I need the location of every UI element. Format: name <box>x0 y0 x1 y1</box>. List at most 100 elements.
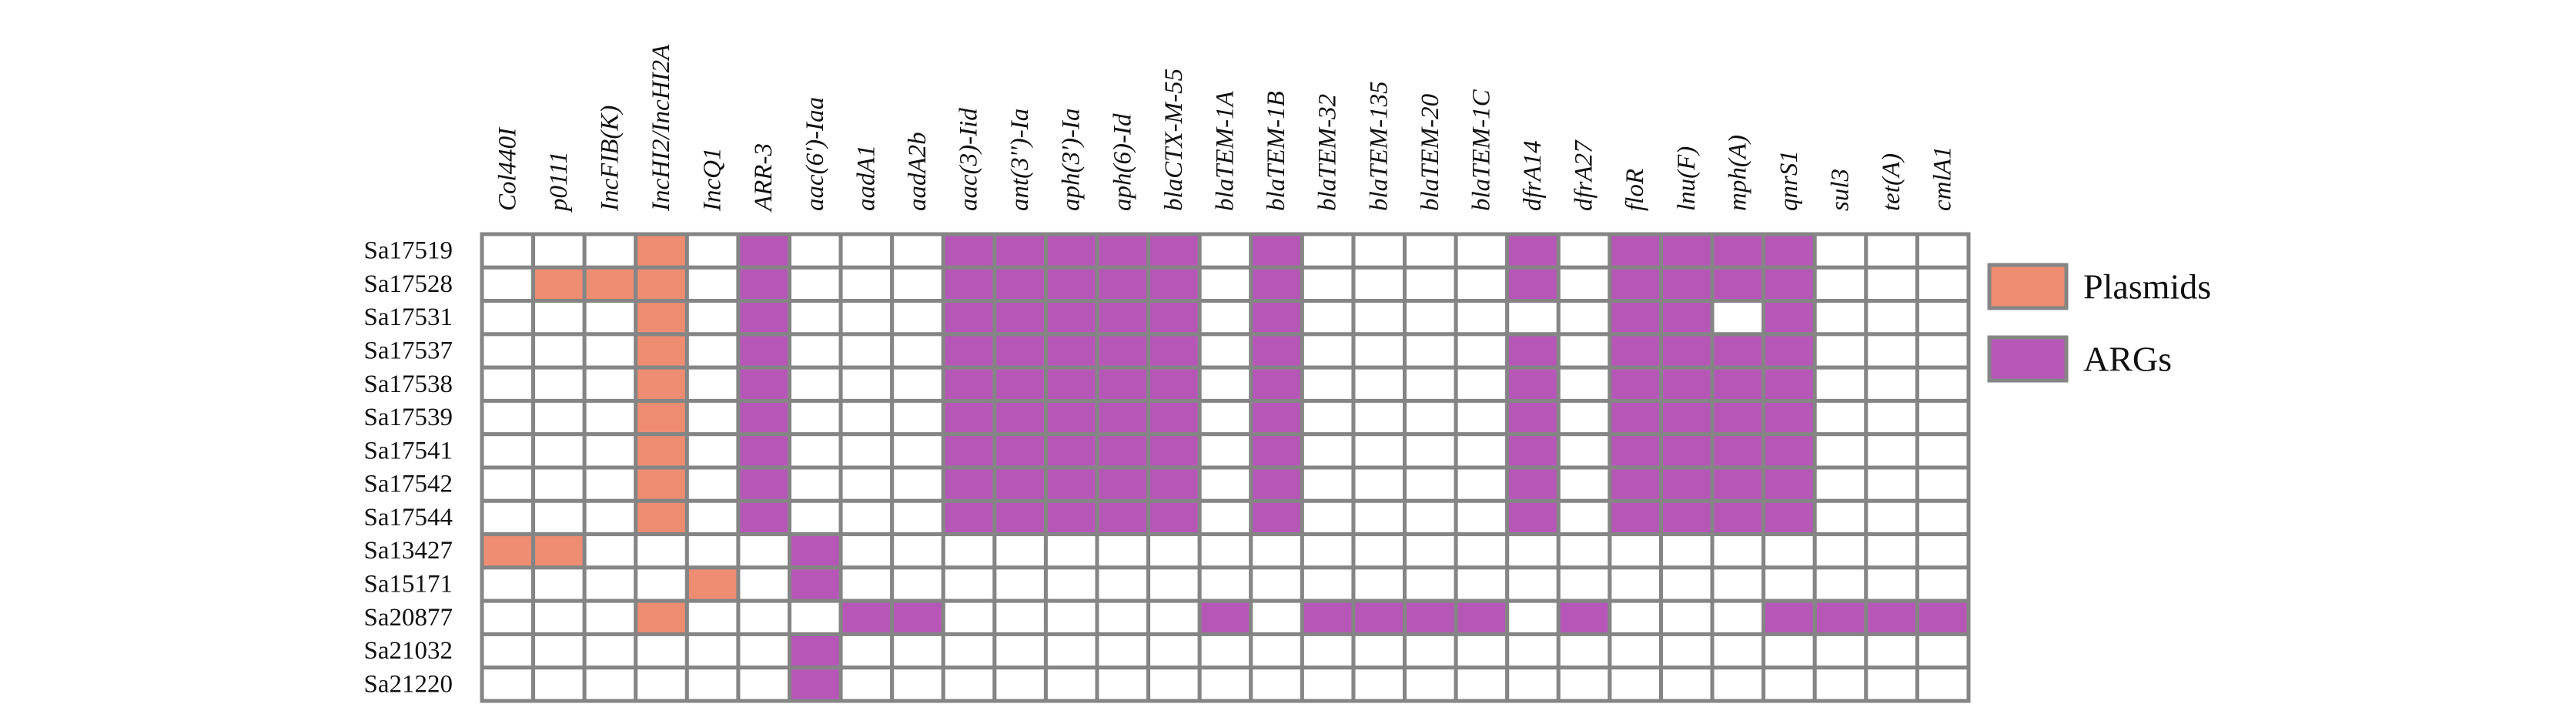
column-label: blaTEM-1A <box>1212 90 1239 211</box>
column-label: aac(3)-Iid <box>955 108 983 211</box>
column-label: blaTEM-135 <box>1365 81 1393 211</box>
heatmap-cell <box>1761 398 1817 437</box>
heatmap-cell <box>1710 265 1766 303</box>
heatmap-cell <box>1454 565 1510 603</box>
heatmap-cell <box>1351 232 1407 270</box>
heatmap-cell <box>941 265 997 303</box>
heatmap-cell <box>1095 299 1151 337</box>
heatmap-cell <box>1761 598 1817 636</box>
heatmap-cell <box>838 465 895 503</box>
row-label: Sa17542 <box>364 471 453 498</box>
heatmap-cell <box>684 598 741 636</box>
column-label: aac(6')-Iaa <box>801 97 829 211</box>
heatmap-cell <box>1454 332 1510 370</box>
heatmap-cell <box>1761 565 1817 603</box>
heatmap-cell <box>1761 498 1817 537</box>
heatmap-cell <box>1607 632 1663 670</box>
heatmap-cell <box>992 299 1048 337</box>
heatmap-cell <box>1915 232 1971 270</box>
heatmap-cell <box>1249 632 1304 670</box>
column-label: blaTEM-32 <box>1314 94 1342 211</box>
heatmap-cell <box>1146 632 1202 670</box>
heatmap-cell <box>1197 265 1253 303</box>
heatmap-cell <box>1043 532 1099 570</box>
heatmap-cell <box>1403 332 1458 370</box>
heatmap-cell <box>582 332 638 370</box>
heatmap-cell <box>838 365 895 403</box>
heatmap-cell <box>1556 532 1612 570</box>
heatmap-cell <box>1043 299 1099 337</box>
heatmap-cell <box>788 598 843 636</box>
heatmap-cell <box>480 265 536 303</box>
row-label: Sa21032 <box>364 637 453 665</box>
heatmap-cell <box>1197 532 1253 570</box>
row-label: Sa15171 <box>364 571 453 598</box>
heatmap-cell <box>1812 532 1868 570</box>
heatmap-cell <box>1351 598 1407 636</box>
heatmap-cell <box>890 365 945 403</box>
heatmap-cell <box>1607 265 1663 303</box>
heatmap-cell <box>1249 598 1304 636</box>
heatmap-cell <box>634 632 689 670</box>
heatmap-cell <box>788 265 843 303</box>
heatmap-cell <box>634 598 689 636</box>
heatmap-cell <box>736 432 792 470</box>
heatmap-cell <box>1043 665 1099 703</box>
heatmap-cell <box>1556 332 1612 370</box>
heatmap-cell <box>1043 332 1099 370</box>
heatmap-cell <box>1658 565 1715 603</box>
heatmap-cell <box>838 332 895 370</box>
heatmap-cell <box>1249 365 1304 403</box>
heatmap-cell <box>1351 532 1407 570</box>
heatmap-cell <box>1812 365 1868 403</box>
heatmap-cell <box>1300 565 1356 603</box>
heatmap-cell <box>1043 465 1099 503</box>
heatmap-cell <box>736 398 792 437</box>
heatmap-cell <box>1864 332 1919 370</box>
heatmap-cell <box>1351 498 1407 537</box>
heatmap-cell <box>1351 465 1407 503</box>
heatmap-cell <box>736 665 792 703</box>
heatmap-cell <box>1556 265 1612 303</box>
heatmap-cell <box>1710 498 1766 537</box>
heatmap-cell <box>480 598 536 636</box>
column-label: qnrS1 <box>1775 150 1803 211</box>
heatmap-cell <box>736 365 792 403</box>
heatmap-cell <box>684 398 741 437</box>
heatmap-cell <box>1095 632 1151 670</box>
heatmap-cell <box>1761 532 1817 570</box>
heatmap-cell <box>1812 665 1868 703</box>
heatmap-cell <box>736 498 792 537</box>
heatmap-cell <box>1300 332 1356 370</box>
heatmap-cell <box>1607 332 1663 370</box>
heatmap-cell <box>1607 465 1663 503</box>
heatmap-cell <box>1864 665 1919 703</box>
heatmap-cell <box>1607 365 1663 403</box>
heatmap-cell <box>1915 532 1971 570</box>
heatmap-cell <box>1403 398 1458 437</box>
heatmap-cell <box>1915 365 1971 403</box>
heatmap-cell <box>684 465 741 503</box>
heatmap-cell <box>736 232 792 270</box>
heatmap-cell <box>1658 498 1715 537</box>
heatmap-cell <box>1351 565 1407 603</box>
column-label: aadA1 <box>852 145 880 211</box>
heatmap-cell <box>1197 465 1253 503</box>
heatmap-cell <box>1864 565 1919 603</box>
heatmap-cell <box>941 498 997 537</box>
heatmap-cell <box>531 632 587 670</box>
heatmap-cell <box>788 498 843 537</box>
heatmap-cell <box>1710 432 1766 470</box>
heatmap-cell <box>992 265 1048 303</box>
legend: Plasmids ARGs <box>1987 263 2211 383</box>
heatmap-cell <box>1761 465 1817 503</box>
heatmap-cell <box>582 498 638 537</box>
heatmap-cell <box>941 299 997 337</box>
heatmap-cell <box>480 465 536 503</box>
heatmap-cell <box>1146 299 1202 337</box>
heatmap-cell <box>1864 532 1919 570</box>
heatmap-cell <box>684 665 741 703</box>
column-label: IncQ1 <box>699 148 727 212</box>
heatmap-cell <box>1556 632 1612 670</box>
column-label: blaTEM-1C <box>1467 89 1495 211</box>
